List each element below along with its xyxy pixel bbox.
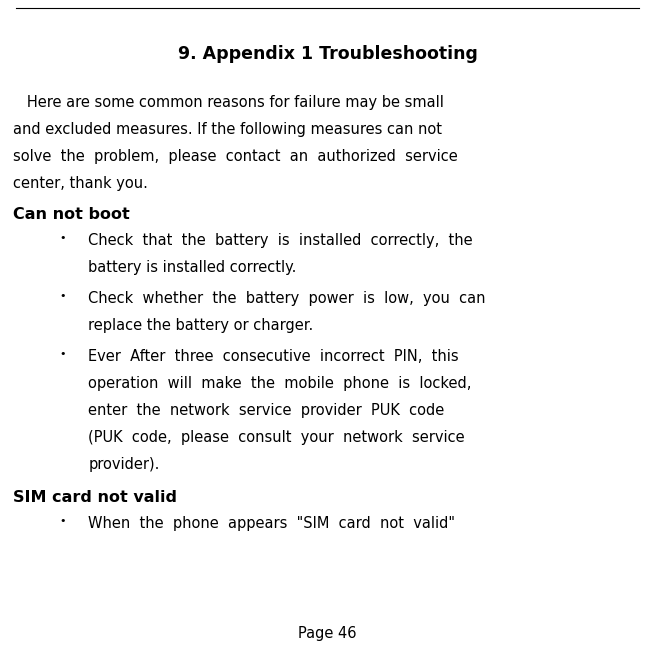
- Text: When  the  phone  appears  "SIM  card  not  valid": When the phone appears "SIM card not val…: [88, 516, 455, 531]
- Text: •: •: [59, 349, 66, 359]
- Text: Can not boot: Can not boot: [13, 207, 130, 222]
- Text: Here are some common reasons for failure may be small: Here are some common reasons for failure…: [13, 95, 444, 110]
- Text: Page 46: Page 46: [298, 626, 357, 641]
- Text: center, thank you.: center, thank you.: [13, 176, 148, 191]
- Text: (PUK  code,  please  consult  your  network  service: (PUK code, please consult your network s…: [88, 430, 465, 445]
- Text: •: •: [59, 516, 66, 526]
- Text: •: •: [59, 291, 66, 301]
- Text: enter  the  network  service  provider  PUK  code: enter the network service provider PUK c…: [88, 403, 445, 418]
- Text: Check  whether  the  battery  power  is  low,  you  can: Check whether the battery power is low, …: [88, 291, 486, 306]
- Text: replace the battery or charger.: replace the battery or charger.: [88, 318, 314, 333]
- Text: SIM card not valid: SIM card not valid: [13, 490, 177, 505]
- Text: Ever  After  three  consecutive  incorrect  PIN,  this: Ever After three consecutive incorrect P…: [88, 349, 459, 364]
- Text: battery is installed correctly.: battery is installed correctly.: [88, 260, 297, 275]
- Text: •: •: [59, 233, 66, 243]
- Text: operation  will  make  the  mobile  phone  is  locked,: operation will make the mobile phone is …: [88, 376, 472, 391]
- Text: and excluded measures. If the following measures can not: and excluded measures. If the following …: [13, 122, 442, 137]
- Text: provider).: provider).: [88, 457, 160, 472]
- Text: 9. Appendix 1 Troubleshooting: 9. Appendix 1 Troubleshooting: [178, 45, 477, 63]
- Text: solve  the  problem,  please  contact  an  authorized  service: solve the problem, please contact an aut…: [13, 149, 458, 164]
- Text: Check  that  the  battery  is  installed  correctly,  the: Check that the battery is installed corr…: [88, 233, 473, 248]
